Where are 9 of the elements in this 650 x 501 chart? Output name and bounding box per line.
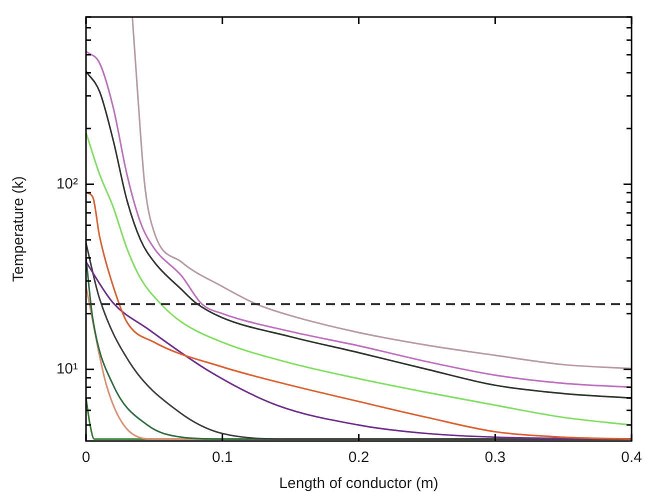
y-tick-label: 10² <box>56 175 78 192</box>
x-tick-label: 0.2 <box>348 449 370 466</box>
x-axis-title: Length of conductor (m) <box>279 475 438 492</box>
x-tick-label: 0.1 <box>212 449 233 466</box>
x-tick-label: 0.4 <box>621 449 642 466</box>
x-tick-label: 0 <box>82 449 90 466</box>
y-tick-label: 10¹ <box>56 360 78 378</box>
y-axis-title: Temperature (k) <box>10 176 28 282</box>
x-tick-label: 0.3 <box>484 449 506 466</box>
